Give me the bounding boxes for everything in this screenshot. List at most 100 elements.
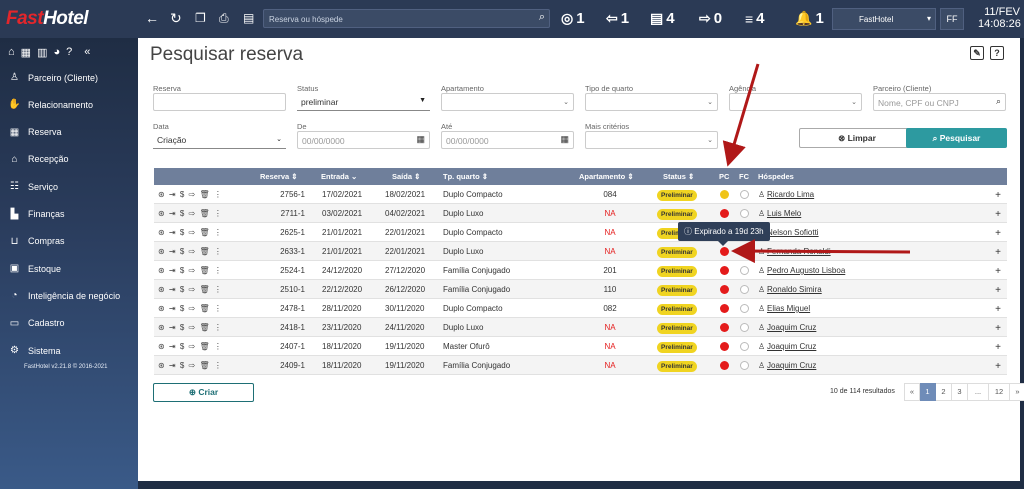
de-date-input[interactable]: 00/00/0000 ▦ <box>297 131 430 149</box>
topbar-stat-2[interactable]: ▤ 4 <box>650 10 675 27</box>
ate-date-input[interactable]: 00/00/0000 ▦ <box>441 131 574 149</box>
cell-hospede[interactable]: Luis Melo <box>767 209 802 218</box>
topbar-stat-0[interactable]: ◎ 1 <box>561 10 585 27</box>
sidebar-item-10[interactable]: ⚙ Sistema <box>8 345 61 356</box>
table-row[interactable]: ⊛ ⇥ $ ⇨ 🗑 ⋮ 2524-1 24/12/2020 27/12/2020… <box>154 261 1007 280</box>
row-actions[interactable]: ⊛ ⇥ $ ⇨ 🗑 ⋮ <box>158 342 223 351</box>
table-row[interactable]: ⊛ ⇥ $ ⇨ 🗑 ⋮ 2625-1 21/01/2021 22/01/2021… <box>154 223 1007 242</box>
cell-reserva[interactable]: 2524-1 <box>280 266 305 275</box>
cell-hospede[interactable]: Joaquim Cruz <box>767 361 817 370</box>
sidebar-item-3[interactable]: ⌂ Recepção <box>8 154 68 165</box>
expand-icon[interactable]: + <box>995 247 1001 258</box>
pc-indicator[interactable] <box>720 323 729 332</box>
sidebar-item-1[interactable]: ✋ Relacionamento <box>8 99 93 110</box>
pc-indicator[interactable] <box>720 342 729 351</box>
row-actions[interactable]: ⊛ ⇥ $ ⇨ 🗑 ⋮ <box>158 323 223 332</box>
topbar-stat-5[interactable]: 🔔 1 <box>795 10 824 27</box>
back-arrow-icon[interactable]: ← <box>145 10 159 26</box>
dashboard-icon[interactable]: ◕ <box>53 46 61 58</box>
cell-hospede[interactable]: Elias Miguel <box>767 304 811 313</box>
criar-button[interactable]: ⊕ Criar <box>153 383 254 402</box>
topbar-stat-4[interactable]: ≡ 4 <box>745 10 765 27</box>
expand-icon[interactable]: + <box>995 190 1001 201</box>
limpar-button[interactable]: ⊗ Limpar <box>799 128 915 148</box>
expand-icon[interactable]: + <box>995 342 1001 353</box>
page-button[interactable]: 12 <box>989 383 1010 401</box>
cell-hospede[interactable]: Ronaldo Simira <box>767 285 822 294</box>
fc-indicator[interactable] <box>740 323 749 332</box>
sidebar-item-2[interactable]: ▦ Reserva <box>8 127 62 138</box>
cell-reserva[interactable]: 2625-1 <box>280 228 305 237</box>
table-row[interactable]: ⊛ ⇥ $ ⇨ 🗑 ⋮ 2510-1 22/12/2020 26/12/2020… <box>154 280 1007 299</box>
agencia-select[interactable]: ⌄ <box>729 93 862 111</box>
search-icon[interactable]: ⌕ <box>538 11 545 23</box>
table-row[interactable]: ⊛ ⇥ $ ⇨ 🗑 ⋮ 2756-1 17/02/2021 18/02/2021… <box>154 185 1007 204</box>
expand-icon[interactable]: + <box>995 228 1001 239</box>
pc-indicator[interactable] <box>720 361 729 370</box>
data-select[interactable]: Criação ⌄ <box>153 131 286 149</box>
fc-indicator[interactable] <box>740 342 749 351</box>
mais-criterios-select[interactable]: ⌄ <box>585 131 718 149</box>
calendar-icon[interactable]: ▦ <box>416 134 425 144</box>
cell-hospede[interactable]: Pedro Augusto Lisboa <box>767 266 846 275</box>
sidebar-item-8[interactable]: ◔ Inteligência de negócio <box>8 290 120 301</box>
row-actions[interactable]: ⊛ ⇥ $ ⇨ 🗑 ⋮ <box>158 266 223 275</box>
fc-indicator[interactable] <box>740 209 749 218</box>
cell-reserva[interactable]: 2407-1 <box>280 342 305 351</box>
row-actions[interactable]: ⊛ ⇥ $ ⇨ 🗑 ⋮ <box>158 228 223 237</box>
row-actions[interactable]: ⊛ ⇥ $ ⇨ 🗑 ⋮ <box>158 304 223 313</box>
row-actions[interactable]: ⊛ ⇥ $ ⇨ 🗑 ⋮ <box>158 190 223 199</box>
cell-hospede[interactable]: Joaquim Cruz <box>767 323 817 332</box>
fc-indicator[interactable] <box>740 285 749 294</box>
pc-indicator[interactable] <box>720 285 729 294</box>
topbar-stat-1[interactable]: ⇦ 1 <box>606 10 629 27</box>
sidebar-item-4[interactable]: ☷ Serviço <box>8 181 58 192</box>
row-actions[interactable]: ⊛ ⇥ $ ⇨ 🗑 ⋮ <box>158 247 223 256</box>
cell-reserva[interactable]: 2711-1 <box>280 209 305 218</box>
cell-reserva[interactable]: 2409-1 <box>280 361 305 370</box>
pc-indicator[interactable] <box>720 266 729 275</box>
expand-icon[interactable]: + <box>995 304 1001 315</box>
table-row[interactable]: ⊛ ⇥ $ ⇨ 🗑 ⋮ 2711-1 03/02/2021 04/02/2021… <box>154 204 1007 223</box>
cell-reserva[interactable]: 2478-1 <box>280 304 305 313</box>
home-icon[interactable]: ⌂ <box>8 46 15 58</box>
row-actions[interactable]: ⊛ ⇥ $ ⇨ 🗑 ⋮ <box>158 361 223 370</box>
cell-reserva[interactable]: 2510-1 <box>280 285 305 294</box>
page-button[interactable]: » <box>1010 383 1024 401</box>
user-avatar[interactable]: FF <box>940 8 964 30</box>
expand-icon[interactable]: + <box>995 361 1001 372</box>
brand-logo[interactable]: FastHotel <box>6 8 89 29</box>
pc-indicator[interactable] <box>720 304 729 313</box>
fc-indicator[interactable] <box>740 266 749 275</box>
sidebar-item-6[interactable]: ⊔ Compras <box>8 236 65 247</box>
cell-reserva[interactable]: 2418-1 <box>280 323 305 332</box>
page-button[interactable]: 1 <box>920 383 936 401</box>
row-actions[interactable]: ⊛ ⇥ $ ⇨ 🗑 ⋮ <box>158 209 223 218</box>
tipo-quarto-select[interactable]: ⌄ <box>585 93 718 111</box>
parceiro-input[interactable]: Nome, CPF ou CNPJ ⌕ <box>873 93 1006 111</box>
col-tipo-quarto[interactable]: Tp. quarto ⇕ <box>443 172 489 181</box>
table-row[interactable]: ⊛ ⇥ $ ⇨ 🗑 ⋮ 2418-1 23/11/2020 24/11/2020… <box>154 318 1007 337</box>
refresh-icon[interactable]: ↻ <box>170 10 182 26</box>
expand-icon[interactable]: + <box>995 266 1001 277</box>
sidebar-item-7[interactable]: ▣ Estoque <box>8 263 61 274</box>
expand-icon[interactable]: + <box>995 323 1001 334</box>
cell-hospede[interactable]: Nelson Sofiotti <box>767 228 819 237</box>
calendar-icon[interactable]: ▦ <box>560 134 569 144</box>
col-entrada[interactable]: Entrada ⌄ <box>321 172 358 181</box>
status-select[interactable]: preliminar ▼ <box>297 93 430 111</box>
col-status[interactable]: Status ⇕ <box>663 172 695 181</box>
search-input[interactable] <box>269 12 519 26</box>
fc-indicator[interactable] <box>740 190 749 199</box>
edit-icon[interactable]: ✎ <box>970 46 984 60</box>
cell-reserva[interactable]: 2633-1 <box>280 247 305 256</box>
pesquisar-button[interactable]: ⌕ Pesquisar <box>906 128 1007 148</box>
expand-icon[interactable]: + <box>995 209 1001 220</box>
pc-indicator[interactable] <box>720 190 729 199</box>
fc-indicator[interactable] <box>740 304 749 313</box>
topbar-stat-3[interactable]: ⇨ 0 <box>699 10 722 27</box>
table-row[interactable]: ⊛ ⇥ $ ⇨ 🗑 ⋮ 2409-1 18/11/2020 19/11/2020… <box>154 356 1007 375</box>
copy-icon[interactable]: ❐ <box>195 11 206 25</box>
sidebar-item-0[interactable]: ♙ Parceiro (Cliente) <box>8 72 98 83</box>
table-row[interactable]: ⊛ ⇥ $ ⇨ 🗑 ⋮ 2407-1 18/11/2020 19/11/2020… <box>154 337 1007 356</box>
